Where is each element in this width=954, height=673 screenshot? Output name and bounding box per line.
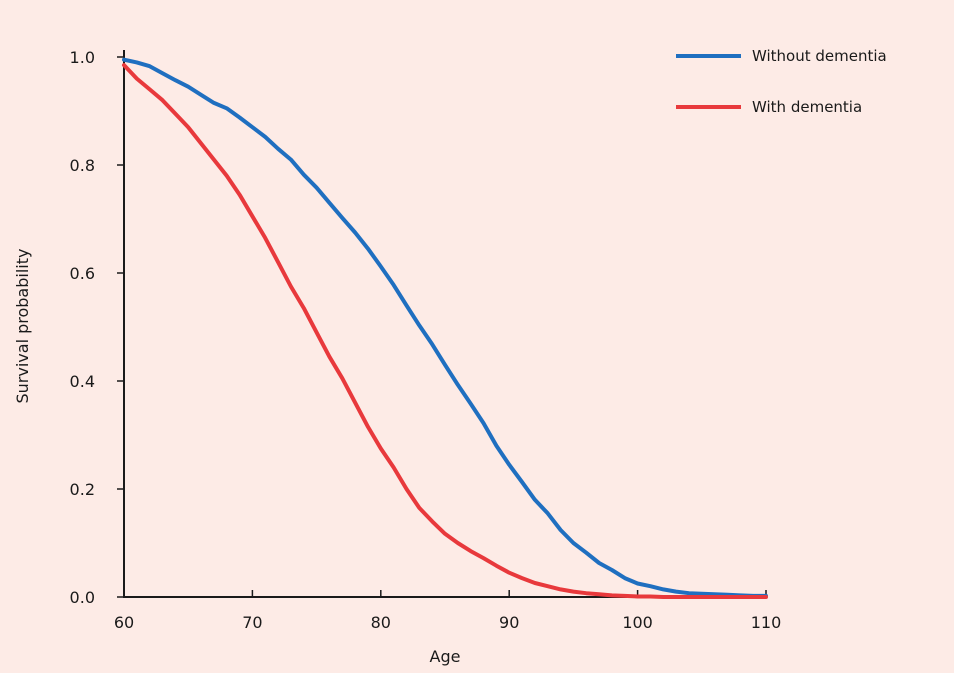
y-tick-label: 0.6 [70, 264, 95, 283]
x-tick-label: 100 [622, 613, 653, 632]
y-tick-label: 1.0 [70, 48, 95, 67]
legend: Without dementia With dementia [676, 47, 887, 116]
y-ticks: 0.0 0.2 0.4 0.6 0.8 1.0 [70, 48, 124, 607]
series-line-with-dementia [122, 63, 768, 599]
legend-item-with-dementia: With dementia [676, 98, 862, 116]
x-tick-label: 110 [751, 613, 782, 632]
x-tick-label: 60 [114, 613, 134, 632]
x-tick-label: 70 [242, 613, 262, 632]
y-tick-label: 0.8 [70, 156, 95, 175]
x-axis-label: Age [430, 647, 461, 666]
y-tick-label: 0.4 [70, 372, 95, 391]
series-lines [122, 57, 768, 599]
x-ticks: 60 70 80 90 100 110 [114, 590, 781, 632]
y-tick-label: 0.2 [70, 480, 95, 499]
legend-label-without-dementia: Without dementia [752, 47, 887, 65]
y-axis-label: Survival probability [13, 249, 32, 404]
y-tick-label: 0.0 [70, 588, 95, 607]
x-tick-label: 80 [371, 613, 391, 632]
x-tick-label: 90 [499, 613, 519, 632]
legend-item-without-dementia: Without dementia [676, 47, 887, 65]
legend-label-with-dementia: With dementia [752, 98, 862, 116]
series-line-without-dementia [122, 57, 768, 598]
